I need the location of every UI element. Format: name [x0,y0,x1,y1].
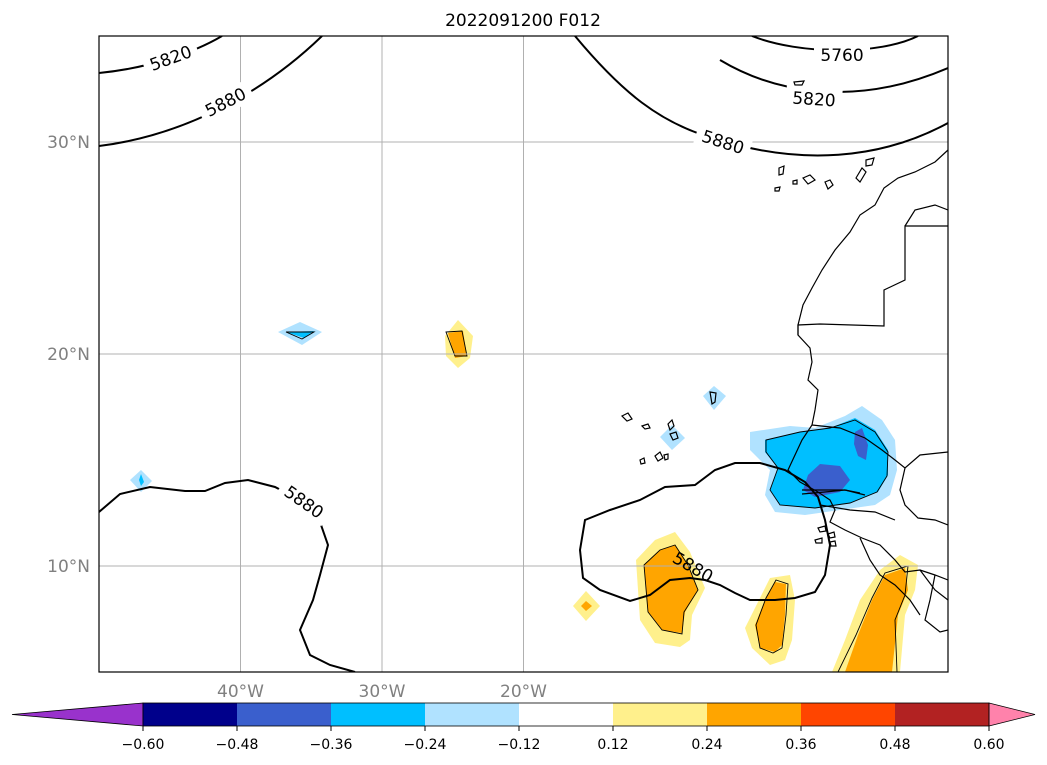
island [778,165,785,176]
colorbar: −0.60 −0.48 −0.36 −0.24 −0.12 0.12 0.24 0.36 0.4… [11,702,1036,753]
border-line [819,504,896,521]
border-line [859,537,921,616]
border-line [904,204,948,227]
colorbar-segment [143,703,238,726]
negative-field-cyan [286,331,314,338]
colorbar-segment [613,703,708,726]
island [640,423,651,430]
colorbar-label: 0.48 [879,737,910,753]
colorbar-segment [331,703,426,726]
colorbar-segment [519,703,614,726]
colorbar-segment [895,703,990,726]
map-frame [98,35,949,673]
island [817,525,827,533]
latitude-label: 30°N [47,133,90,153]
longitude-label: 30°W [359,682,406,702]
negative-field-blue [803,464,850,497]
colorbar-extend-low [11,702,144,727]
negative-field-cyan [139,474,144,486]
border-line [899,467,948,526]
island [709,391,717,406]
positive-field-orange [581,601,592,611]
height-contour [574,36,948,157]
island [855,167,867,183]
island [620,412,633,422]
height-contour [99,36,323,147]
contour-label: 5880 [699,127,746,159]
latitude-label: 10°N [47,557,90,577]
island [814,537,823,544]
field-outlines [285,330,909,672]
positive-field-orange [845,568,908,672]
colorbar-frame [142,702,990,727]
africa-coastline [787,149,948,581]
colorbar-segment [237,703,332,726]
colorbar-label: 0.12 [597,737,628,753]
island [654,451,664,462]
map-area: 5820 5880 5760 5820 5880 5880 5880 [99,36,948,672]
contour-label: 5820 [792,89,837,112]
field-outline [285,331,316,340]
coastlines [620,80,948,633]
positive-field-orange [448,331,467,358]
colorbar-label: −0.12 [498,737,541,753]
island [792,179,798,185]
longitude-label: 40°W [217,682,264,702]
island [667,418,675,432]
latitude-labels: 10°N 20°N 30°N [47,133,90,577]
border-line [797,225,948,335]
colorbar-label: −0.60 [122,737,165,753]
field-outline [755,579,789,654]
colorbar-segment [707,703,802,726]
field-outline [643,544,699,635]
border-line [919,569,948,601]
island [774,186,781,192]
contour-label: 5760 [820,46,863,66]
figure-title: 2022091200 F012 [445,11,601,31]
longitude-label: 20°W [500,682,547,702]
colorbar-label: −0.24 [404,737,447,753]
island [669,431,679,441]
colorbar-label: −0.48 [216,737,259,753]
island [639,457,646,465]
island [865,157,875,167]
border-line [924,574,948,633]
colorbar-label: 0.60 [973,737,1004,753]
colorbar-label: −0.36 [310,737,353,753]
border-line [811,424,948,469]
island [802,174,816,185]
field-outline [837,565,909,672]
height-contour [578,462,832,603]
island [793,80,806,86]
colorbar-extend-high [988,702,1036,727]
field-outline [445,330,468,357]
colorbar-label: 0.36 [785,737,816,753]
colorbar-segment [801,703,896,726]
colorbar-label: 0.24 [691,737,722,753]
island [663,453,669,461]
negative-field-light [703,386,726,410]
negative-field-light [660,425,685,450]
field-outline [765,419,889,509]
negative-field-blue [854,428,868,460]
latitude-label: 20°N [47,345,90,365]
colorbar-segment [425,703,520,726]
contour-labels: 5820 5880 5760 5820 5880 5880 5880 [140,38,870,587]
map-grid [99,36,948,672]
positive-field-orange [755,582,786,652]
longitude-labels: 40°W 30°W 20°W [217,682,547,702]
island [824,179,834,190]
